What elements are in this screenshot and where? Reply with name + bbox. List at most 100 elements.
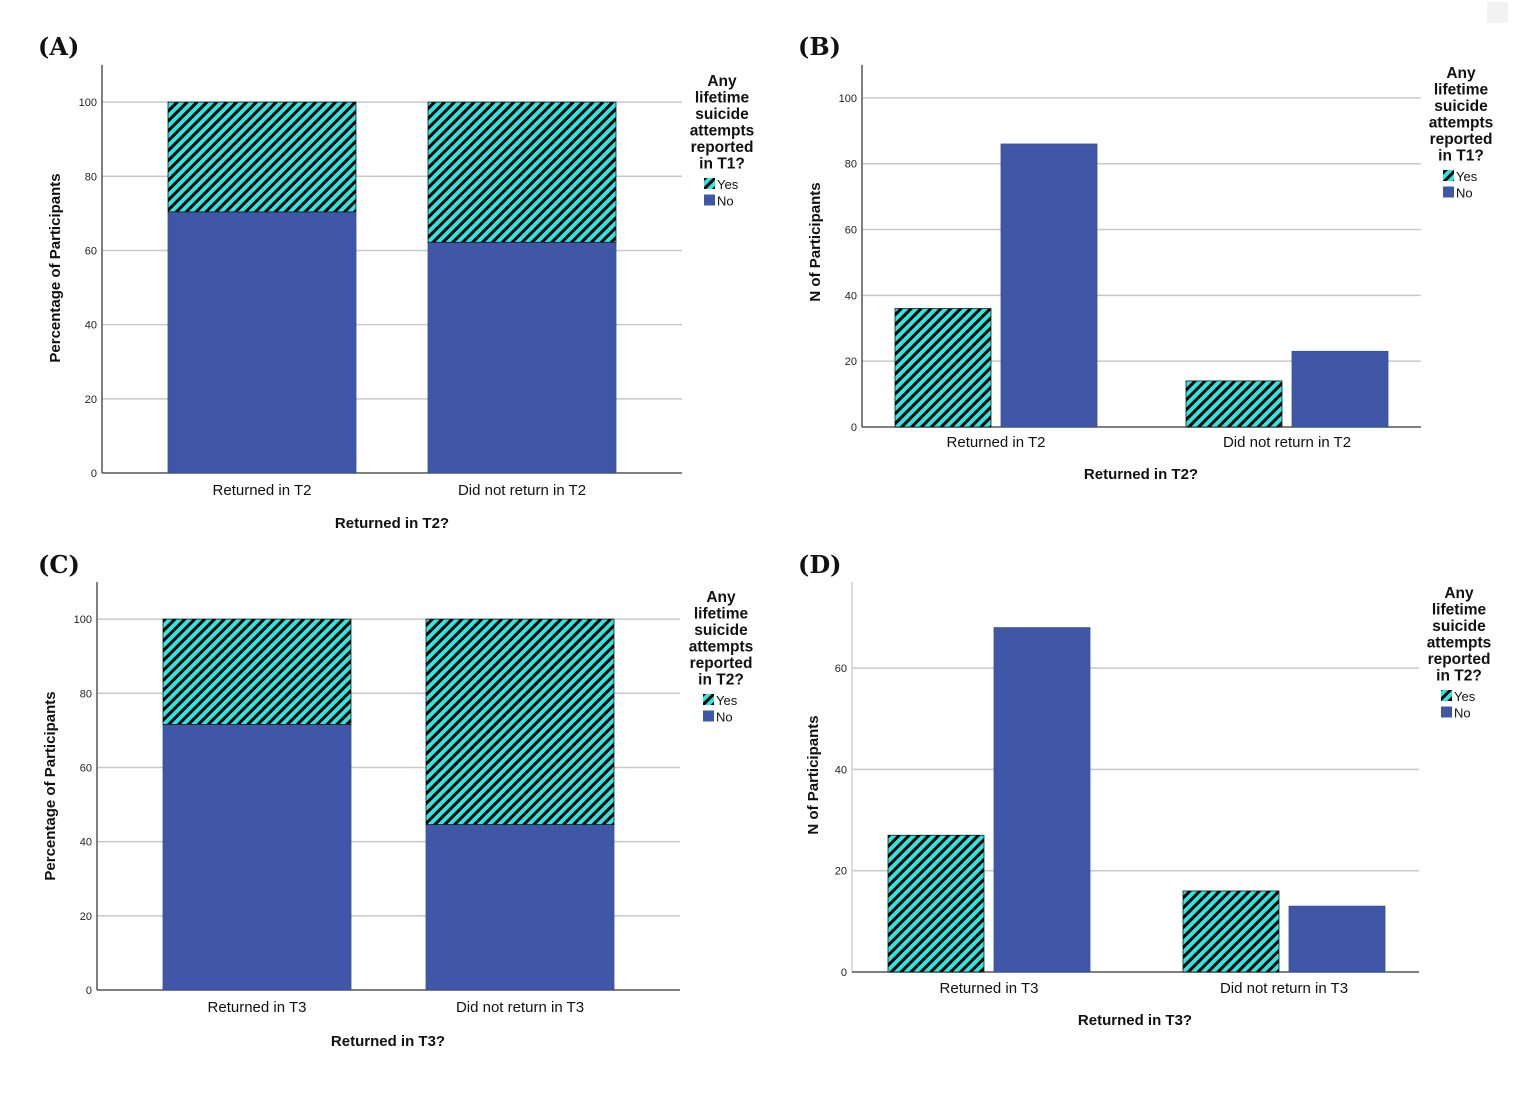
legend-title-line: lifetime xyxy=(694,606,749,623)
corner-widget xyxy=(1487,2,1508,23)
legend-title-line: attempts xyxy=(689,639,754,656)
y-tick-label: 60 xyxy=(835,663,847,675)
bar-yes-0 xyxy=(167,101,357,213)
y-tick-label: 0 xyxy=(91,468,97,480)
legend-title-line: Any xyxy=(706,589,736,606)
x-tick-label: Returned in T3 xyxy=(208,999,307,1016)
y-tick-label: 40 xyxy=(845,290,857,302)
panel-label: (D) xyxy=(798,550,842,579)
legend-swatch-no xyxy=(1441,706,1452,718)
y-tick-label: 100 xyxy=(839,93,857,105)
legend-title-line: reported xyxy=(691,139,754,156)
legend-label-yes: Yes xyxy=(716,693,738,708)
bar-no-1 xyxy=(1291,350,1389,428)
y-tick-label: 40 xyxy=(85,320,97,332)
y-tick-label: 80 xyxy=(80,688,92,700)
bar-no-1 xyxy=(427,241,617,474)
legend-label-yes: Yes xyxy=(1456,169,1478,184)
legend-label-no: No xyxy=(717,194,734,209)
chart-panel-d: (D) 0 20 40 60 Returned in T3 Did not return i… xyxy=(798,550,1491,1029)
y-tick-label: 100 xyxy=(79,97,97,109)
legend-label-no: No xyxy=(1456,186,1473,201)
y-tick-label: 0 xyxy=(86,985,92,997)
x-axis-title: Returned in T2? xyxy=(335,515,449,532)
bar-yes-0 xyxy=(887,834,985,973)
y-tick-label: 100 xyxy=(74,614,92,626)
legend-title-line: attempts xyxy=(1429,115,1494,132)
legend-title-line: reported xyxy=(690,655,753,672)
bar-no-1 xyxy=(1288,905,1386,973)
x-tick-label: Returned in T2 xyxy=(213,482,312,499)
x-tick-label: Did not return in T2 xyxy=(458,482,586,499)
bar-yes-1 xyxy=(425,618,615,825)
y-tick-label: 20 xyxy=(845,356,857,368)
x-axis-title: Returned in T2? xyxy=(1084,466,1198,483)
x-tick-label: Returned in T2 xyxy=(947,434,1046,451)
legend-title-line: suicide xyxy=(1432,618,1486,635)
panel-label: (B) xyxy=(798,32,841,61)
y-axis-title: N of Participants xyxy=(805,715,822,834)
legend-swatch-no xyxy=(1443,186,1454,198)
y-tick-label: 60 xyxy=(80,762,92,774)
legend-title-line: suicide xyxy=(694,622,748,639)
legend-title-line: attempts xyxy=(1427,635,1492,652)
y-tick-label: 40 xyxy=(80,837,92,849)
legend-title-line: suicide xyxy=(695,106,749,123)
bar-no-0 xyxy=(1000,143,1098,428)
panel-label: (A) xyxy=(38,32,79,61)
legend-label-no: No xyxy=(1454,706,1471,721)
legend-title-line: reported xyxy=(1430,131,1493,148)
bar-yes-1 xyxy=(427,101,617,243)
legend-title-line: Any xyxy=(1444,585,1474,602)
x-tick-label: Did not return in T2 xyxy=(1223,434,1351,451)
legend-title-line: in T1? xyxy=(1438,148,1484,165)
y-axis-title: Percentage of Participants xyxy=(42,691,59,880)
legend-swatch-yes xyxy=(1441,690,1452,701)
panel-label: (C) xyxy=(38,550,80,579)
y-tick-label: 60 xyxy=(85,245,97,257)
legend-title-line: reported xyxy=(1428,651,1491,668)
y-axis-title: N of Participants xyxy=(807,182,824,301)
x-axis-title: Returned in T3? xyxy=(331,1033,445,1050)
legend-swatch-yes xyxy=(1443,170,1454,181)
bar-yes-1 xyxy=(1182,890,1280,973)
y-tick-label: 20 xyxy=(80,911,92,923)
legend-title-line: lifetime xyxy=(1434,82,1489,99)
legend-title-line: in T2? xyxy=(698,672,744,689)
y-tick-label: 20 xyxy=(85,394,97,406)
y-tick-label: 40 xyxy=(835,764,847,776)
bar-yes-0 xyxy=(894,308,992,428)
legend-title-line: Any xyxy=(707,73,737,90)
y-axis-title: Percentage of Participants xyxy=(47,173,64,362)
legend-title-line: attempts xyxy=(690,123,755,140)
bar-yes-1 xyxy=(1185,380,1283,428)
x-axis-title: Returned in T3? xyxy=(1078,1012,1192,1029)
y-tick-label: 80 xyxy=(85,171,97,183)
bar-no-0 xyxy=(162,724,352,991)
bar-no-0 xyxy=(167,211,357,474)
legend-swatch-no xyxy=(704,194,715,206)
chart-panel-b: (B) 0 20 40 60 80 100 Returned in T2 Did not ret… xyxy=(798,32,1493,483)
legend-title-line: in T2? xyxy=(1436,668,1482,685)
legend-label-yes: Yes xyxy=(1454,689,1476,704)
chart-panel-c: (C) 0 20 40 60 80 100 Returned in T3 Did not ret… xyxy=(38,550,753,1050)
legend-title-line: lifetime xyxy=(695,90,750,107)
legend-swatch-yes xyxy=(704,178,715,189)
y-tick-label: 20 xyxy=(835,866,847,878)
legend-title-line: suicide xyxy=(1434,98,1488,115)
legend-swatch-no xyxy=(703,710,714,722)
y-tick-label: 0 xyxy=(841,967,847,979)
y-tick-label: 60 xyxy=(845,225,857,237)
legend-title-line: Any xyxy=(1446,65,1476,82)
x-tick-label: Returned in T3 xyxy=(940,980,1039,997)
legend-label-no: No xyxy=(716,710,733,725)
bar-yes-0 xyxy=(162,618,352,725)
y-tick-label: 80 xyxy=(845,159,857,171)
bar-no-1 xyxy=(425,824,615,991)
x-tick-label: Did not return in T3 xyxy=(456,999,584,1016)
